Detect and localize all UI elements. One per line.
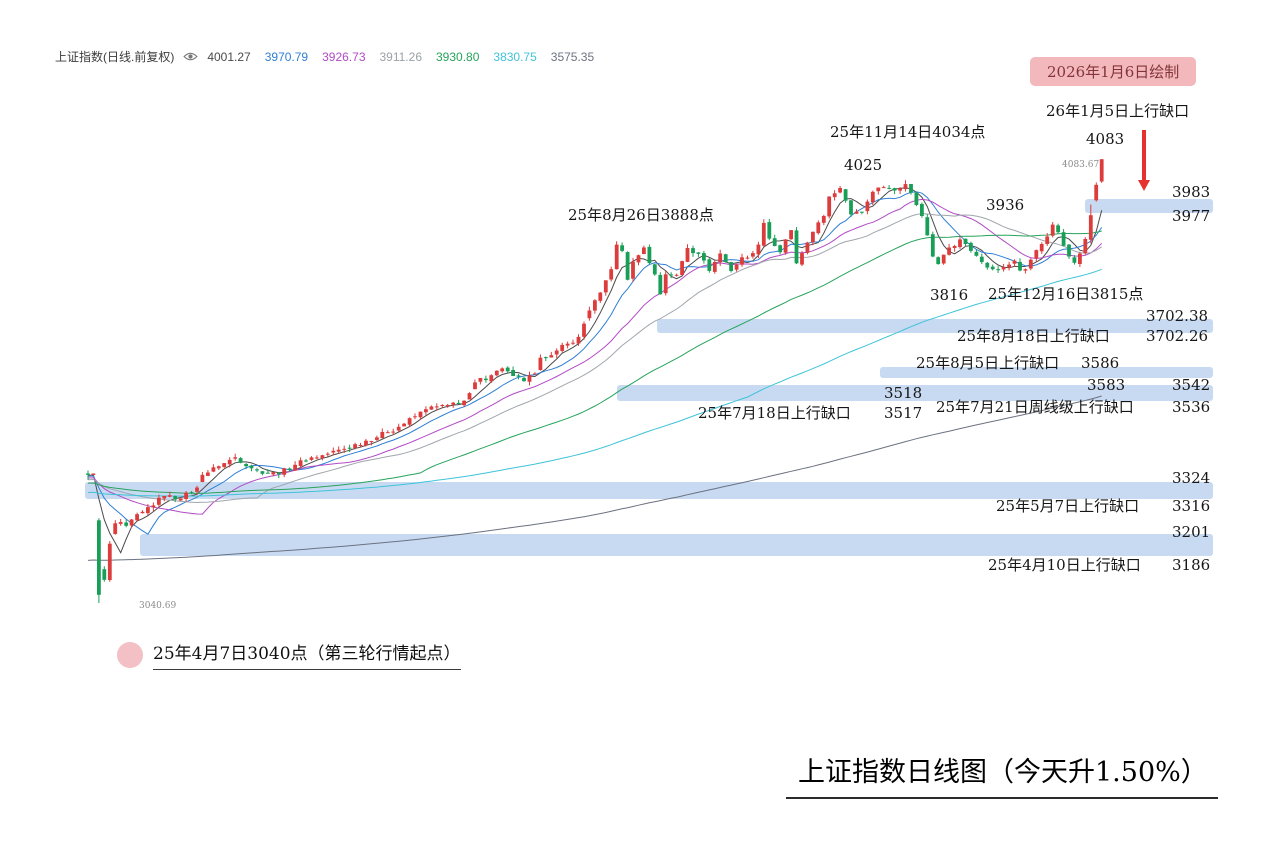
visibility-eye-icon[interactable] [183, 51, 199, 62]
gap-band-apr10 [140, 534, 1213, 556]
chart-legend: 上证指数(日线.前复权) 4001.27 3970.79 3926.73 3911.2… [55, 48, 594, 65]
chart-caption: 上证指数日线图（今天升1.50%） [786, 750, 1218, 799]
draw-date-badge: 2026年1月6日绘制 [1030, 57, 1197, 86]
start-point-note: 25年4月7日3040点（第三轮行情起点） [117, 639, 461, 670]
start-point-marker-icon [117, 641, 143, 668]
gap-band-jan5 [1085, 199, 1213, 213]
legend-ma120: 3830.75 [493, 49, 537, 64]
legend-ma250: 3575.35 [550, 49, 595, 64]
legend-ma30: 3911.26 [379, 49, 423, 64]
gap-band-aug18 [657, 319, 1213, 333]
instrument-title: 上证指数(日线.前复权) [55, 50, 175, 64]
legend-ma5: 4001.27 [207, 49, 251, 64]
legend-ma20: 3926.73 [322, 49, 366, 64]
ma-values: 4001.27 3970.79 3926.73 3911.26 3930.80 3830.… [207, 50, 594, 64]
start-note-text: 25年4月7日3040点（第三轮行情起点） [153, 639, 461, 670]
legend-ma60: 3930.80 [436, 49, 480, 64]
gap-band-jul21 [617, 385, 1213, 401]
gap-band-may7 [85, 482, 1213, 499]
legend-ma10: 3970.79 [264, 49, 309, 64]
gap-band-aug5 [880, 367, 1213, 378]
